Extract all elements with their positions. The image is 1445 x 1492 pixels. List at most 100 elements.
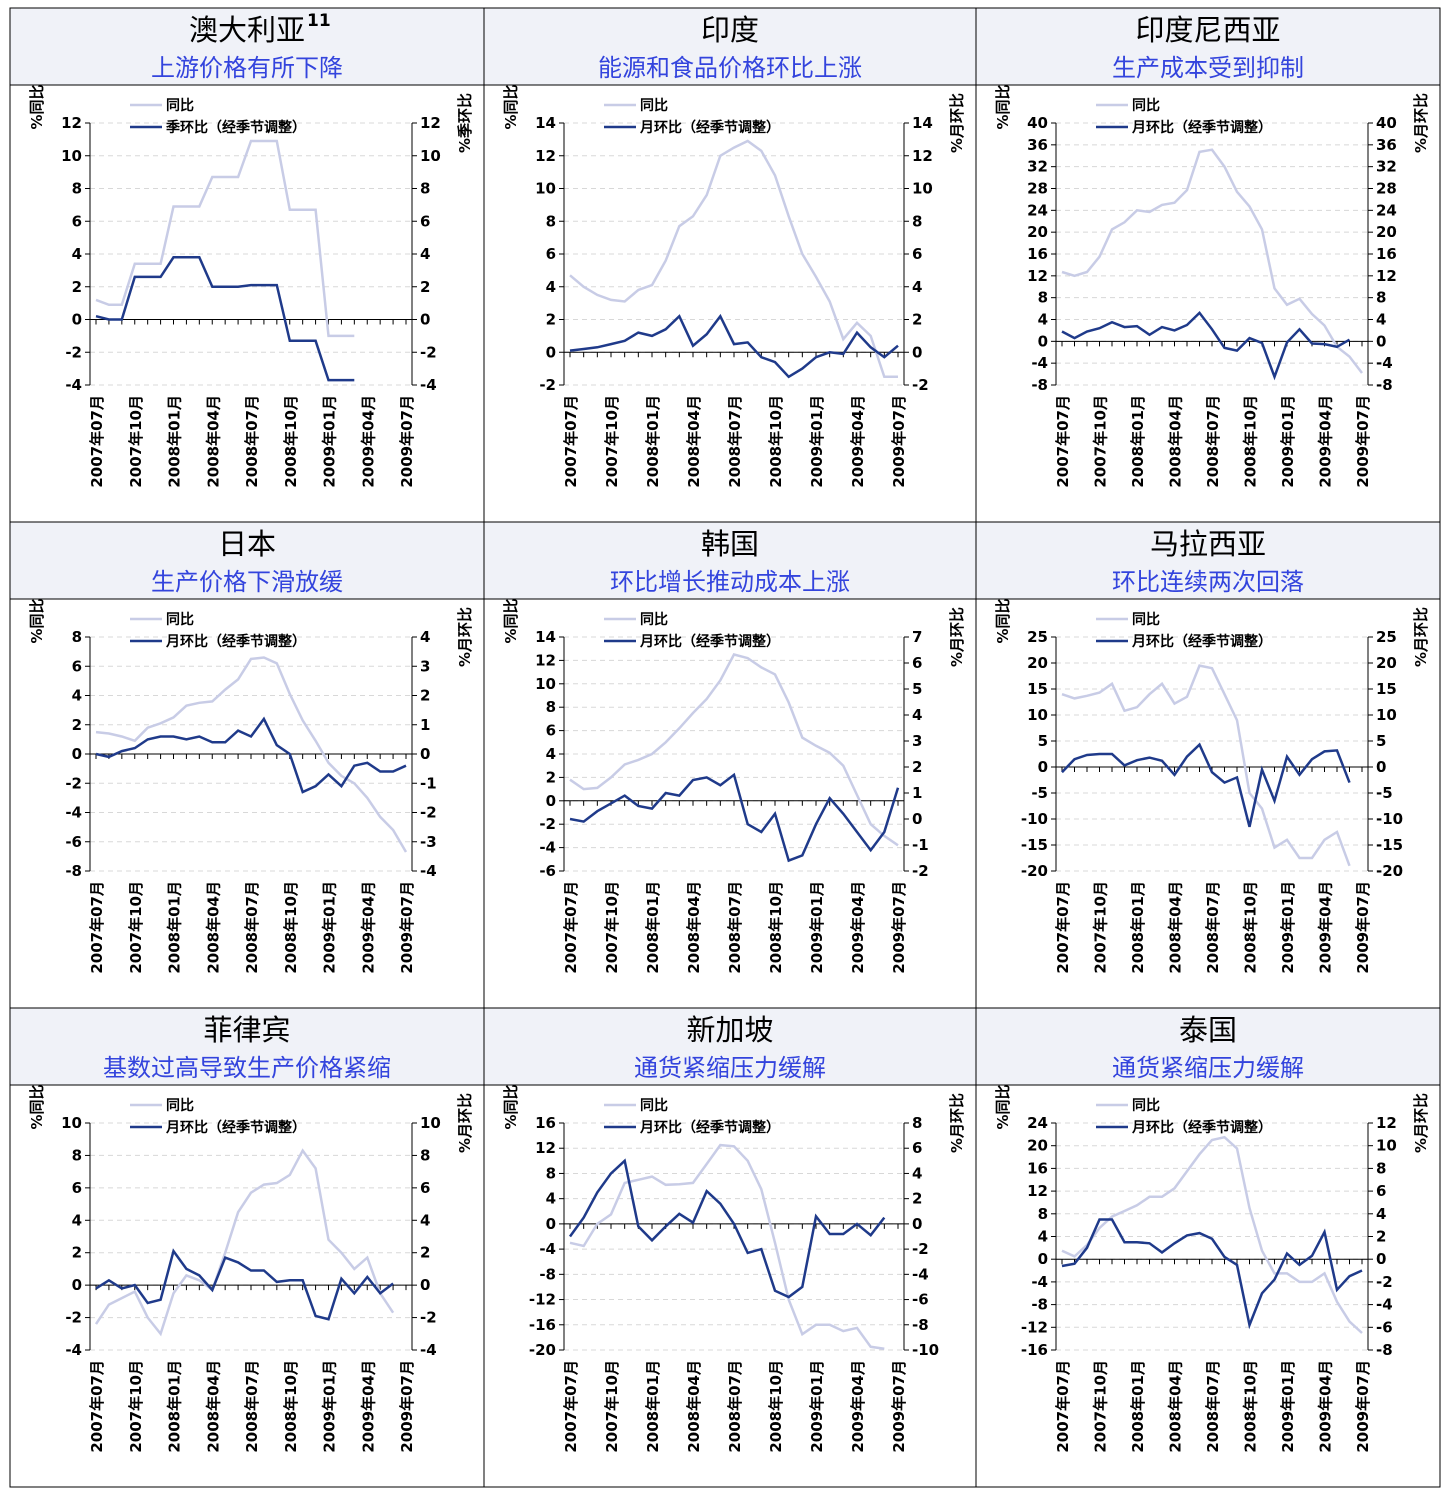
x-tick-label: 2009年04月 <box>849 1360 867 1453</box>
y2-tick-label: -6 <box>912 1291 929 1309</box>
x-tick-label: 2007年07月 <box>1054 395 1072 488</box>
y-tick-label: 4 <box>1038 1228 1048 1246</box>
y-axis-label: %同比 <box>994 1084 1012 1129</box>
title-note: 11 <box>307 11 331 31</box>
y2-tick-label: 0 <box>1376 332 1386 350</box>
y2-tick-label: 1 <box>912 784 922 802</box>
y2-tick-label: 6 <box>912 654 922 672</box>
legend-label: 同比 <box>1132 97 1160 114</box>
series-line <box>569 1143 885 1350</box>
y-tick-label: 0 <box>546 343 556 361</box>
y-tick-label: 2 <box>546 311 556 329</box>
y-tick-label: -2 <box>539 376 556 394</box>
series-line <box>95 1248 394 1321</box>
y-tick-label: 16 <box>535 1114 556 1132</box>
y2-tick-label: 6 <box>912 245 922 263</box>
y-tick-label: -2 <box>65 1309 82 1327</box>
y-tick-label: -4 <box>539 1240 556 1258</box>
x-tick-label: 2007年10月 <box>127 881 145 974</box>
x-tick-label: 2009年01月 <box>808 395 826 488</box>
y-tick-label: -12 <box>529 1291 556 1309</box>
y-tick-label: 2 <box>72 716 82 734</box>
x-tick-label: 2009年01月 <box>1279 395 1297 488</box>
y-tick-label: 14 <box>535 628 556 646</box>
y2-axis-label: %月环比 <box>948 607 966 667</box>
y2-tick-label: 2 <box>420 687 430 705</box>
y2-tick-label: 10 <box>1376 1137 1397 1155</box>
legend-label: 季环比（经季节调整） <box>165 119 306 136</box>
y-axis-label: %同比 <box>994 84 1012 129</box>
y-tick-label: -6 <box>539 862 556 880</box>
x-tick-label: 2009年07月 <box>1354 881 1372 974</box>
x-tick-label: 2008年10月 <box>767 395 785 488</box>
chart-title: 韩国 <box>701 527 759 561</box>
x-tick-label: 2008年10月 <box>1242 881 1260 974</box>
y-tick-label: -4 <box>65 804 82 822</box>
y-tick-label: 2 <box>72 1244 82 1262</box>
chart-subtitle: 通货紧缩压力缓解 <box>1112 1054 1304 1082</box>
y2-tick-label: -10 <box>1376 810 1403 828</box>
y-tick-label: -4 <box>65 376 82 394</box>
x-tick-label: 2009年01月 <box>321 395 339 488</box>
x-tick-label: 2008年04月 <box>204 881 222 974</box>
y-tick-label: 20 <box>1027 654 1048 672</box>
x-tick-label: 2008年01月 <box>644 395 662 488</box>
panel-body <box>483 84 977 523</box>
chart-subtitle: 基数过高导致生产价格紧缩 <box>103 1054 391 1082</box>
x-tick-label: 2008年10月 <box>1242 1360 1260 1453</box>
chart-title: 泰国 <box>1179 1013 1237 1047</box>
x-tick-label: 2008年01月 <box>166 1360 184 1453</box>
x-tick-label: 2009年07月 <box>1354 395 1372 488</box>
y-tick-label: -16 <box>529 1316 556 1334</box>
y2-tick-label: 25 <box>1376 628 1397 646</box>
y2-tick-label: 4 <box>1376 1205 1386 1223</box>
x-tick-label: 2008年07月 <box>1204 395 1222 488</box>
panel-header <box>9 521 485 600</box>
y2-tick-label: -4 <box>420 1341 437 1359</box>
y2-tick-label: -4 <box>912 1265 929 1283</box>
legend-label: 月环比（经季节调整） <box>1131 633 1272 650</box>
chart-title: 日本 <box>218 527 276 561</box>
y2-tick-label: -2 <box>420 343 437 361</box>
y-axis-label: %同比 <box>994 598 1012 643</box>
y2-tick-label: 2 <box>420 1244 430 1262</box>
y-tick-label: -4 <box>539 839 556 857</box>
x-tick-label: 2009年04月 <box>849 395 867 488</box>
series-line <box>569 313 899 379</box>
y-tick-label: 12 <box>61 114 82 132</box>
x-tick-label: 2009年04月 <box>849 881 867 974</box>
y-axis-label: %同比 <box>502 84 520 129</box>
y2-tick-label: 8 <box>912 1114 922 1132</box>
y2-tick-label: -2 <box>420 804 437 822</box>
legend-label: 月环比（经季节调整） <box>1131 1119 1272 1136</box>
legend-label: 月环比（经季节调整） <box>639 1119 780 1136</box>
series-line <box>569 772 900 863</box>
x-tick-label: 2009年04月 <box>1317 395 1335 488</box>
y2-tick-label: 4 <box>420 628 430 646</box>
y-axis-label: %同比 <box>28 598 46 643</box>
y-tick-label: 0 <box>72 311 82 329</box>
y2-tick-label: 12 <box>1376 1114 1397 1132</box>
legend-label: 月环比（经季节调整） <box>165 633 306 650</box>
y2-tick-label: -4 <box>420 862 437 880</box>
x-tick-label: 2007年10月 <box>1092 881 1110 974</box>
series-line <box>568 1158 886 1299</box>
y-tick-label: 0 <box>1038 332 1048 350</box>
x-tick-label: 2008年04月 <box>685 395 703 488</box>
y2-tick-label: 8 <box>420 180 430 198</box>
y-tick-label: 12 <box>535 651 556 669</box>
y-tick-label: 2 <box>546 768 556 786</box>
series-line <box>95 256 355 382</box>
x-tick-label: 2008年04月 <box>204 395 222 488</box>
y-tick-label: -4 <box>1031 1273 1048 1291</box>
y2-tick-label: 14 <box>912 114 933 132</box>
x-tick-label: 2008年04月 <box>685 881 703 974</box>
chart-title: 印度 <box>701 13 759 47</box>
y2-tick-label: 4 <box>912 278 922 296</box>
series-line <box>1061 1218 1363 1330</box>
y-tick-label: -10 <box>1021 810 1048 828</box>
x-tick-label: 2009年01月 <box>1279 881 1297 974</box>
y2-tick-label: 15 <box>1376 680 1397 698</box>
y2-tick-label: -10 <box>912 1341 939 1359</box>
